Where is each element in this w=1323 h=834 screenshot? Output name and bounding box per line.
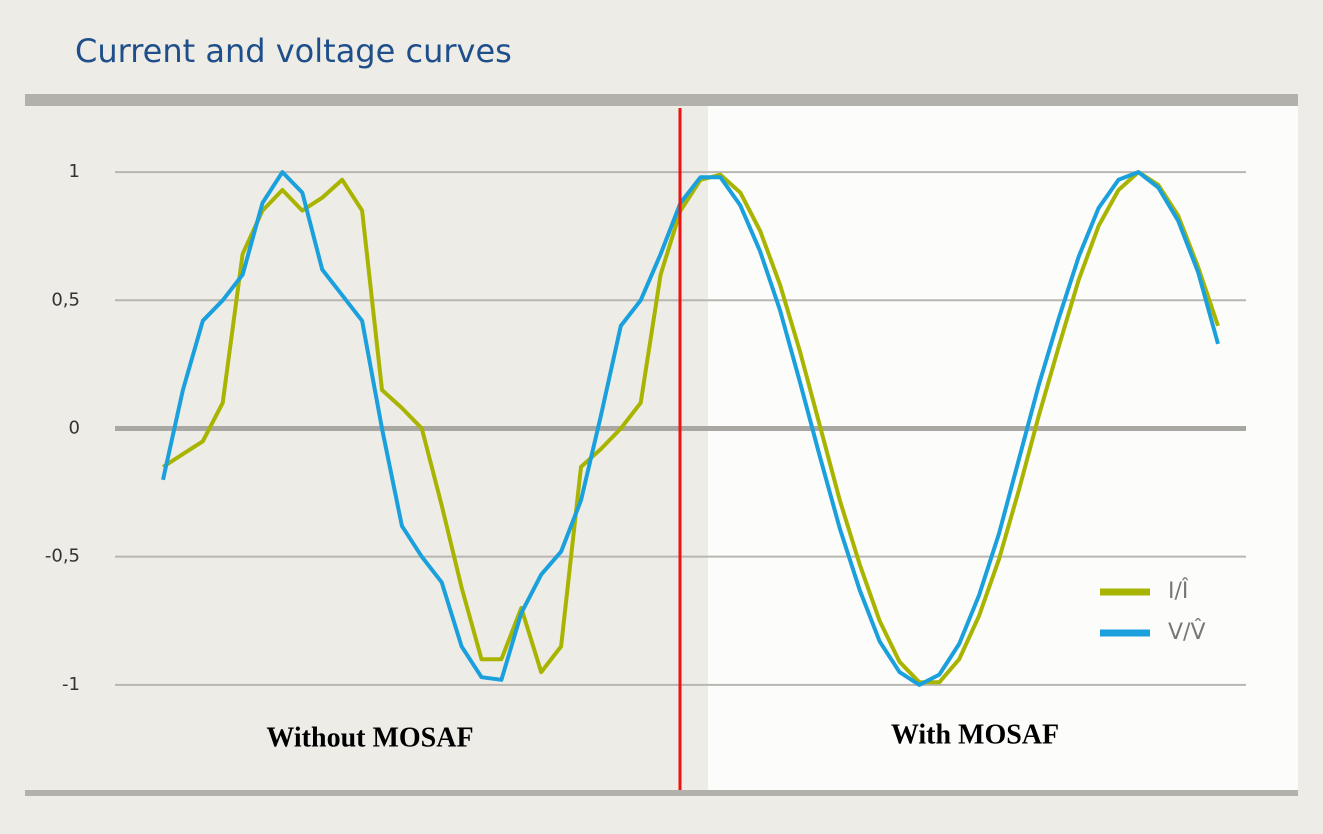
y-tick-label: 0 (69, 417, 80, 438)
y-tick-label: 0,5 (51, 289, 80, 310)
series-line (161, 170, 1220, 687)
y-tick-label: 1 (69, 161, 80, 182)
chart-title: Current and voltage curves (75, 32, 512, 70)
legend: I/Î V/V̂ (1100, 578, 1206, 645)
footer-bar (25, 790, 1298, 796)
y-tick-label: -1 (62, 674, 80, 695)
y-tick-label: -0,5 (45, 546, 80, 567)
right-panel (708, 106, 1298, 792)
annotation: Without MOSAF (266, 722, 473, 753)
legend-label: V/V̂ (1168, 619, 1206, 645)
annotation: With MOSAF (891, 719, 1059, 750)
lines (161, 170, 1220, 687)
legend-label: I/Î (1168, 578, 1189, 604)
series-line (161, 170, 1220, 685)
header-bar (25, 94, 1298, 106)
